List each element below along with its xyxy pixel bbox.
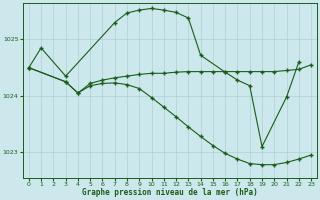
X-axis label: Graphe pression niveau de la mer (hPa): Graphe pression niveau de la mer (hPa)	[82, 188, 258, 197]
